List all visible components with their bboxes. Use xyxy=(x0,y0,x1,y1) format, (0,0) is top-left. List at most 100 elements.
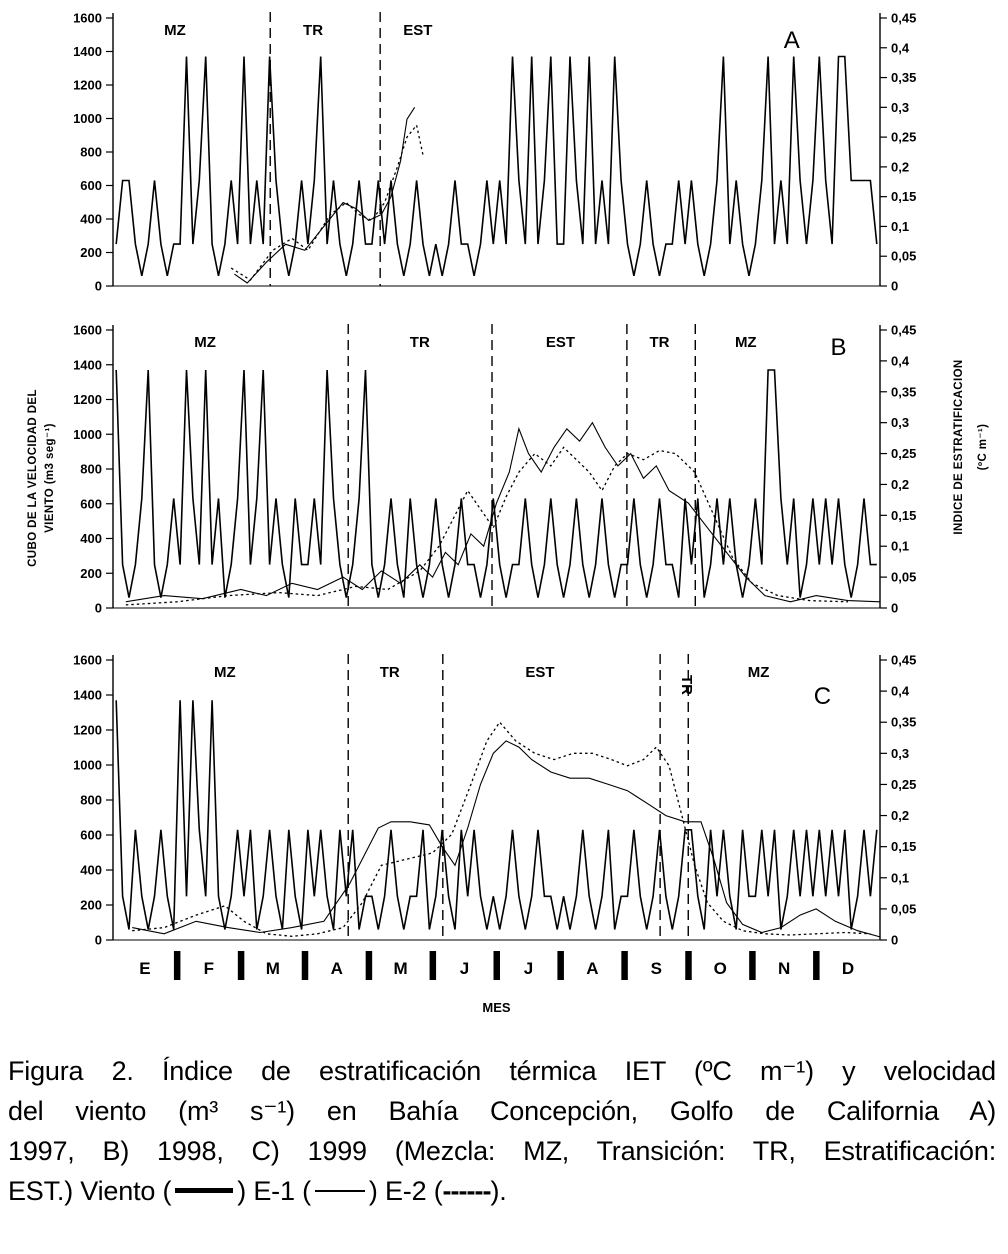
caption-legend-text-mid2: ) E-2 ( xyxy=(368,1176,443,1206)
period-label: TR xyxy=(678,675,695,695)
left-tick-label: 400 xyxy=(80,212,102,227)
left-tick-label: 1000 xyxy=(73,427,102,442)
left-tick-label: 1600 xyxy=(73,323,102,338)
left-tick-label: 400 xyxy=(80,863,102,878)
right-tick-label: 0,2 xyxy=(891,808,909,823)
left-tick-label: 1200 xyxy=(73,78,102,93)
left-tick-label: 200 xyxy=(80,245,102,260)
viento-series-line xyxy=(115,369,877,598)
left-tick-label: 1200 xyxy=(73,723,102,738)
right-tick-label: 0 xyxy=(891,601,898,616)
right-tick-label: 0,3 xyxy=(891,415,909,430)
e1-series-line xyxy=(234,107,416,284)
period-label: MZ xyxy=(735,334,757,351)
month-tick-bar xyxy=(429,951,437,980)
month-label: A xyxy=(586,959,598,978)
month-label: J xyxy=(460,959,469,978)
e2-series-line xyxy=(132,721,871,937)
period-label: TR xyxy=(410,334,430,351)
panel-letter: C xyxy=(814,683,831,710)
left-tick-label: 0 xyxy=(95,601,102,616)
right-axis-title-line-2: (ºC m⁻¹) xyxy=(977,424,989,471)
left-tick-label: 1000 xyxy=(73,758,102,773)
right-tick-label: 0,1 xyxy=(891,870,909,885)
right-tick-label: 0,45 xyxy=(891,11,916,26)
month-tick-bar xyxy=(557,951,564,980)
month-label: N xyxy=(778,959,790,978)
right-axis-title-line-1: INDICE DE ESTRATIFICACION xyxy=(953,359,965,534)
left-tick-label: 200 xyxy=(80,566,102,581)
right-tick-label: 0,35 xyxy=(891,384,916,399)
right-tick-label: 0,3 xyxy=(891,746,909,761)
right-tick-label: 0,1 xyxy=(891,539,909,554)
left-tick-label: 1400 xyxy=(73,357,102,372)
viento-series-line xyxy=(115,55,878,277)
e2-series-line xyxy=(230,123,424,281)
caption-legend-text-pre: EST.) Viento ( xyxy=(8,1176,172,1206)
right-tick-label: 0,05 xyxy=(891,570,916,585)
month-tick-bar xyxy=(301,951,309,980)
right-tick-label: 0,35 xyxy=(891,715,916,730)
right-tick-label: 0,25 xyxy=(891,130,916,145)
month-label: A xyxy=(331,959,343,978)
period-label: EST xyxy=(546,334,575,351)
e2-line-sample: ------ xyxy=(442,1176,492,1206)
right-tick-label: 0,15 xyxy=(891,839,916,854)
e1-line-sample xyxy=(314,1189,365,1192)
figure-caption: Figura 2. Índice de estratificación térm… xyxy=(0,1051,1008,1211)
right-tick-label: 0,4 xyxy=(891,40,910,55)
right-tick-label: 0,35 xyxy=(891,70,916,85)
period-label: TR xyxy=(380,664,400,681)
month-tick-bar xyxy=(685,951,692,980)
left-tick-label: 600 xyxy=(80,178,102,193)
left-axis-title-line-2: VIENTO (m3 seg⁻¹) xyxy=(44,423,56,533)
right-tick-label: 0 xyxy=(891,933,898,948)
e2-series-line xyxy=(125,446,849,606)
left-tick-label: 1400 xyxy=(73,688,102,703)
left-tick-label: 600 xyxy=(80,496,102,511)
left-tick-label: 600 xyxy=(80,828,102,843)
period-label: TR xyxy=(649,334,669,351)
month-label: M xyxy=(266,959,280,978)
e1-series-line xyxy=(132,740,881,938)
month-tick-bar xyxy=(621,951,628,980)
left-tick-label: 1200 xyxy=(73,392,102,407)
right-tick-label: 0,25 xyxy=(891,777,916,792)
left-tick-label: 800 xyxy=(80,462,102,477)
period-label: EST xyxy=(403,22,432,39)
month-tick-bar xyxy=(173,951,181,980)
right-tick-label: 0,2 xyxy=(891,477,909,492)
right-tick-label: 0,2 xyxy=(891,159,909,174)
x-axis-title: MES xyxy=(482,1000,511,1015)
month-label: J xyxy=(524,959,533,978)
right-tick-label: 0,15 xyxy=(891,508,916,523)
panel-letter: A xyxy=(784,27,800,54)
left-axis-title-line-1: CUBO DE LA VELOCIDAD DEL xyxy=(27,389,39,567)
right-tick-label: 0,05 xyxy=(891,901,916,916)
right-tick-label: 0,4 xyxy=(891,353,910,368)
period-label: MZ xyxy=(748,664,770,681)
right-tick-label: 0,45 xyxy=(891,653,916,668)
viento-line-sample xyxy=(175,1188,234,1194)
left-tick-label: 0 xyxy=(95,933,102,948)
month-label: F xyxy=(204,959,214,978)
month-tick-bar xyxy=(237,951,245,980)
right-tick-label: 0 xyxy=(891,279,898,294)
month-label: E xyxy=(139,959,150,978)
right-tick-label: 0,45 xyxy=(891,323,916,338)
left-tick-label: 0 xyxy=(95,279,102,294)
left-tick-label: 1600 xyxy=(73,11,102,26)
period-label: MZ xyxy=(164,22,186,39)
left-tick-label: 200 xyxy=(80,898,102,913)
left-tick-label: 1000 xyxy=(73,111,102,126)
caption-line-3: 1997, B) 1998, C) 1999 (Mezcla: MZ, Tran… xyxy=(8,1136,996,1166)
right-tick-label: 0,25 xyxy=(891,446,916,461)
panel-letter: B xyxy=(830,334,846,361)
caption-line-1: Figura 2. Índice de estratificación térm… xyxy=(8,1056,996,1086)
month-tick-bar xyxy=(813,951,820,980)
month-tick-bar xyxy=(749,951,756,980)
right-tick-label: 0,3 xyxy=(891,100,909,115)
month-label: D xyxy=(842,959,854,978)
left-tick-label: 400 xyxy=(80,531,102,546)
